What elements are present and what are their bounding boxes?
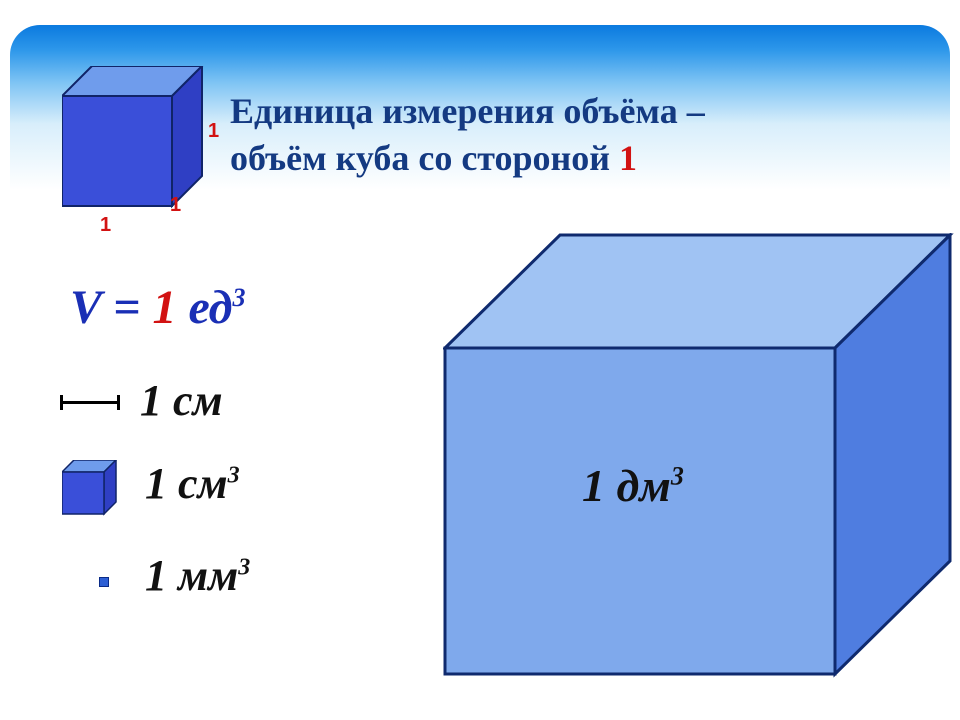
- small-cube: [62, 66, 222, 226]
- cm3-cube-front: [62, 472, 104, 514]
- small-cube-label-bottom: 1: [100, 214, 111, 237]
- formula-sup: 3: [232, 283, 245, 312]
- volume-formula: V = 1 ед3: [70, 280, 245, 335]
- mm3-dot: [99, 577, 109, 587]
- small-cube-label-front-right: 1: [170, 194, 181, 217]
- title-line2-red: 1: [619, 138, 637, 178]
- big-cube-label-sup: 3: [671, 462, 684, 491]
- title-line1: Единица измерения объёма –: [230, 91, 705, 131]
- small-cube-front: [62, 96, 172, 206]
- page-title: Единица измерения объёма – объём куба со…: [230, 88, 870, 182]
- formula-v: V: [70, 281, 101, 334]
- legend-mm3: 1 мм3: [145, 550, 250, 601]
- formula-eq: =: [113, 281, 140, 334]
- legend-cm3: 1 см3: [145, 458, 240, 509]
- big-cube-label-base: 1 дм: [582, 460, 671, 511]
- legend-mm3-base: 1 мм: [145, 551, 238, 600]
- legend-mm3-sup: 3: [238, 554, 250, 580]
- legend-cm3-sup: 3: [228, 462, 240, 488]
- legend-cm: 1 см: [140, 375, 223, 426]
- cm-scale-line: [60, 401, 120, 404]
- cm3-cube: [62, 460, 132, 530]
- legend-cm3-base: 1 см: [145, 459, 228, 508]
- big-cube: [443, 233, 960, 720]
- title-line2-prefix: объём куба со стороной: [230, 138, 619, 178]
- formula-one: 1: [153, 281, 177, 334]
- small-cube-label-side-right: 1: [208, 120, 219, 143]
- formula-ed: ед: [189, 281, 233, 334]
- big-cube-label: 1 дм3: [582, 459, 684, 512]
